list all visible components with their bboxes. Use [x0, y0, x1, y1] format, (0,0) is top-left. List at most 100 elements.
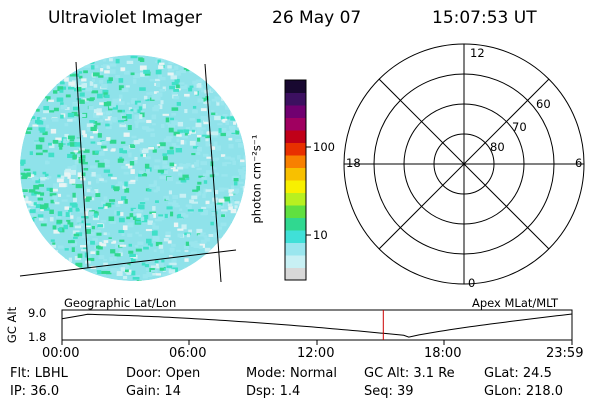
uv-pixel	[202, 193, 206, 199]
uv-pixel	[66, 219, 71, 225]
uv-pixel	[178, 177, 186, 181]
uv-pixel	[67, 112, 75, 118]
uv-pixel	[179, 208, 183, 211]
uv-pixel	[198, 209, 204, 212]
uv-pixel	[93, 213, 98, 218]
uv-pixel	[197, 146, 202, 152]
uv-pixel	[146, 272, 153, 278]
uv-pixel	[37, 197, 43, 201]
uv-pixel	[59, 183, 66, 188]
uv-pixel	[151, 114, 157, 120]
polar-label-0: 0	[468, 276, 476, 290]
uv-pixel	[138, 57, 143, 61]
uv-pixel	[121, 232, 125, 236]
uv-pixel	[196, 151, 201, 155]
uv-pixel	[240, 159, 245, 163]
uv-pixel	[74, 157, 80, 163]
uv-pixel	[208, 144, 212, 147]
uv-pixel	[192, 146, 199, 149]
uv-pixel	[191, 268, 198, 272]
uv-pixel	[211, 79, 219, 84]
uv-pixel	[177, 233, 183, 238]
uv-pixel	[211, 133, 218, 138]
uv-pixel	[23, 94, 28, 98]
uv-pixel	[181, 60, 186, 64]
uv-pixel	[59, 60, 66, 65]
uv-pixel	[83, 133, 87, 138]
uv-pixel	[77, 207, 84, 213]
uv-pixel	[124, 181, 128, 187]
uv-pixel	[118, 94, 123, 100]
uv-pixel	[173, 222, 179, 228]
uv-pixel	[188, 229, 193, 233]
uv-pixel	[207, 255, 214, 259]
uv-pixel	[56, 215, 62, 219]
uv-pixel	[128, 107, 132, 110]
uv-pixel	[42, 276, 47, 280]
uv-pixel	[23, 168, 31, 171]
uv-pixel	[157, 169, 165, 173]
colorbar-band	[285, 205, 306, 218]
uv-pixel	[115, 202, 121, 207]
uv-pixel	[78, 63, 86, 66]
uv-pixel	[239, 207, 246, 211]
uv-pixel	[197, 98, 204, 103]
uv-pixel	[119, 212, 124, 216]
uv-pixel	[171, 257, 177, 263]
uv-pixel	[141, 172, 148, 177]
uv-pixel	[202, 134, 208, 137]
uv-pixel	[233, 79, 238, 84]
uv-pixel	[237, 155, 241, 160]
uv-pixel	[144, 264, 149, 268]
uv-pixel	[77, 151, 81, 154]
uv-pixel	[239, 246, 246, 249]
uv-pixel	[208, 73, 216, 76]
uv-pixel	[111, 185, 115, 189]
uv-pixel	[203, 63, 209, 69]
uv-pixel	[95, 160, 100, 163]
colorbar-band	[285, 155, 306, 168]
uv-pixel	[222, 243, 227, 246]
uv-pixel	[163, 195, 170, 201]
uv-pixel	[93, 109, 98, 114]
uv-pixel	[52, 242, 56, 247]
uv-pixel	[36, 248, 42, 254]
uv-pixel	[183, 129, 190, 134]
uv-pixel	[181, 224, 187, 230]
uv-pixel	[53, 58, 57, 63]
uv-pixel	[104, 94, 110, 99]
xtick-1: 06:00	[169, 346, 207, 361]
uv-pixel	[53, 107, 59, 112]
uv-pixel	[114, 210, 120, 215]
uv-pixel	[169, 262, 177, 265]
uv-pixel	[94, 150, 101, 154]
uv-pixel	[38, 217, 44, 221]
uv-pixel	[187, 204, 192, 210]
uv-pixel	[41, 66, 45, 70]
uv-pixel	[57, 174, 61, 178]
uv-pixel	[221, 214, 225, 218]
uv-pixel	[40, 177, 46, 181]
uv-pixel	[47, 255, 52, 260]
uv-pixel	[64, 206, 70, 210]
uv-pixel	[183, 245, 190, 249]
uv-pixel	[214, 189, 219, 195]
uv-pixel	[47, 263, 54, 268]
uv-pixel	[108, 238, 113, 242]
uv-pixel	[171, 81, 179, 86]
uv-pixel	[98, 255, 105, 259]
uv-pixel	[191, 153, 196, 156]
uv-pixel	[107, 173, 113, 177]
uv-pixel	[75, 58, 81, 62]
uv-pixel	[165, 117, 170, 123]
uv-pixel	[231, 247, 235, 253]
info-glon: GLon: 218.0	[484, 384, 564, 399]
uv-pixel	[143, 95, 148, 100]
uv-pixel	[101, 179, 108, 183]
uv-pixel	[159, 249, 164, 254]
uv-pixel	[62, 265, 67, 270]
uv-pixel	[89, 276, 94, 281]
uv-pixel	[236, 92, 241, 95]
uv-pixel	[166, 272, 172, 276]
uv-pixel	[64, 107, 70, 110]
